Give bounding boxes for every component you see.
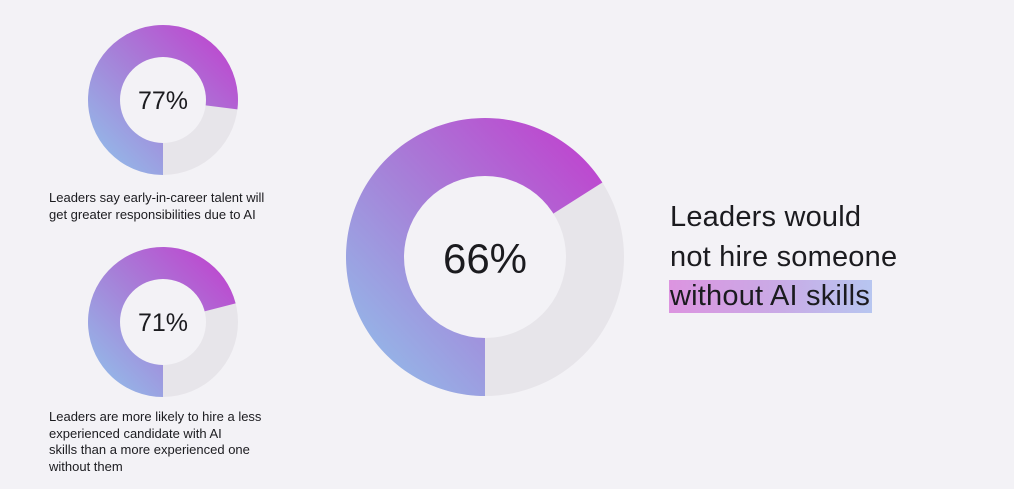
donut-chart-66: 66% xyxy=(346,118,624,396)
caption-71: Leaders are more likely to hire a less e… xyxy=(49,409,261,475)
donut-center-label: 66% xyxy=(443,235,527,282)
donut-hole xyxy=(404,176,566,338)
donut-hole xyxy=(120,57,206,143)
headline-line: not hire someone xyxy=(670,240,898,273)
highlight-text: without AI skills xyxy=(669,280,873,313)
caption-77: Leaders say early-in-career talent will … xyxy=(49,190,264,223)
donut-center-label: 77% xyxy=(138,87,188,115)
headline-line-highlighted: without AI skills xyxy=(669,277,897,317)
caption-line: Leaders are more likely to hire a less xyxy=(49,409,262,424)
caption-line: without them xyxy=(49,458,123,474)
donut-chart-71: 71% xyxy=(88,247,238,397)
donut-center-label: 71% xyxy=(138,309,188,337)
caption-line: experienced candidate with AI xyxy=(49,425,222,441)
donut-hole xyxy=(120,279,206,365)
headline-line: Leaders would xyxy=(670,201,862,233)
caption-line: skills than a more experienced one xyxy=(49,442,250,457)
donut-chart-77: 77% xyxy=(88,25,238,175)
headline-66: Leaders would not hire someone without A… xyxy=(669,198,898,317)
caption-line: get greater responsibilities due to AI xyxy=(49,206,256,222)
caption-line: Leaders say early-in-career talent will xyxy=(49,190,265,205)
